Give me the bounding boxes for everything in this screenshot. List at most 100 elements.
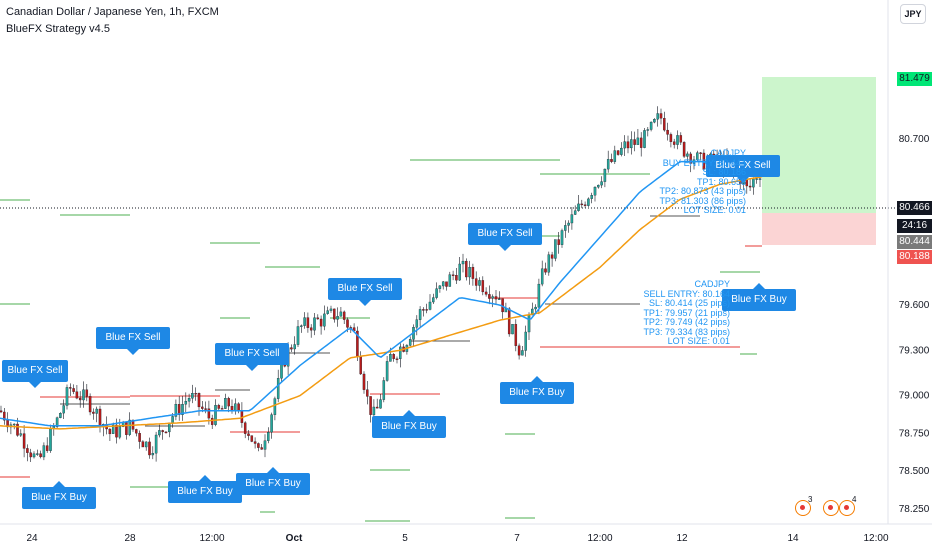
candle-down <box>465 260 468 278</box>
candle-down <box>164 431 168 434</box>
candle-up <box>42 445 46 458</box>
candle-up <box>432 297 435 303</box>
ema-fast-line <box>0 160 763 427</box>
candle-down <box>689 153 692 164</box>
candle-up <box>461 260 465 265</box>
candle-up <box>111 424 115 434</box>
candle-up <box>415 319 419 328</box>
candle-up <box>171 416 174 424</box>
candle-down <box>237 403 240 411</box>
event-icon[interactable]: 4 <box>839 495 856 516</box>
candle-up <box>527 314 531 333</box>
candle-down <box>488 294 491 299</box>
event-icon[interactable]: 3 <box>795 495 812 516</box>
candle-up <box>385 361 389 381</box>
candle-up <box>95 408 98 414</box>
candle-down <box>484 291 488 295</box>
candle-down <box>659 113 663 119</box>
candle-down <box>507 308 511 335</box>
time-tick: 12 <box>676 533 688 544</box>
candle-up <box>531 308 534 316</box>
candle-down <box>666 129 669 135</box>
candle-up <box>540 268 544 285</box>
countdown-label: 24:16 <box>897 219 932 233</box>
candle-up <box>273 398 277 415</box>
candle-down <box>240 410 244 423</box>
candle-down <box>679 135 683 143</box>
signal-sell-6[interactable]: Blue FX Sell <box>706 155 780 183</box>
candle-down <box>342 311 346 320</box>
signal-buy-4[interactable]: Blue FX Buy <box>372 410 446 438</box>
stop-price-label: 80.188 <box>897 250 932 264</box>
candle-down <box>663 118 666 131</box>
signal-sell-4[interactable]: Blue FX Sell <box>328 278 402 306</box>
candle-up <box>636 137 640 145</box>
candle-down <box>639 137 643 148</box>
candle-down <box>669 134 673 142</box>
candle-up <box>336 316 339 320</box>
candle-up <box>82 389 85 401</box>
time-tick: 5 <box>402 533 408 544</box>
candle-up <box>623 141 626 149</box>
signal-sell-3[interactable]: Blue FX Sell <box>215 343 289 371</box>
candle-up <box>36 453 39 455</box>
price-tick: 78.750 <box>899 428 930 439</box>
candle-down <box>583 204 587 206</box>
candle-down <box>250 435 254 442</box>
candle-down <box>26 448 29 453</box>
candle-down <box>138 433 141 442</box>
signal-buy-1[interactable]: Blue FX Buy <box>22 481 96 509</box>
time-tick: 12:00 <box>863 533 889 544</box>
buy-trade-info: CADJPY BUY ENTRY: 80.444 SL: 80.186 TP1: 80… <box>659 148 746 215</box>
candle-up <box>49 428 52 451</box>
candle-down <box>6 420 9 428</box>
candle-down <box>366 389 369 397</box>
currency-button[interactable]: JPY <box>900 4 926 24</box>
candle-up <box>12 423 16 426</box>
candle-down <box>316 317 320 320</box>
canada-flag-icon[interactable] <box>823 500 839 516</box>
candle-up <box>577 203 580 211</box>
signal-buy-5[interactable]: Blue FX Buy <box>500 376 574 404</box>
candle-up <box>606 159 610 170</box>
candle-up <box>649 121 653 130</box>
candle-up <box>560 230 564 245</box>
candle-down <box>75 391 79 399</box>
candle-down <box>319 318 323 327</box>
candle-down <box>333 308 336 320</box>
candle-down <box>39 453 42 458</box>
candle-up <box>379 399 382 409</box>
candle-down <box>85 389 89 397</box>
candle-up <box>590 195 593 199</box>
candle-up <box>613 150 617 162</box>
candle-up <box>276 378 280 399</box>
candle-down <box>455 275 458 281</box>
candle-down <box>557 239 560 245</box>
candle-up <box>597 184 600 188</box>
candle-up <box>438 285 442 289</box>
candle-up <box>372 406 376 416</box>
candle-down <box>517 345 521 356</box>
signal-sell-1[interactable]: Blue FX Sell <box>2 360 68 388</box>
candle-up <box>603 168 607 182</box>
candle-up <box>441 281 445 287</box>
candle-up <box>144 441 148 448</box>
candle-down <box>445 281 448 287</box>
signal-buy-3[interactable]: Blue FX Buy <box>236 467 310 495</box>
candle-up <box>524 331 527 351</box>
candle-down <box>243 422 247 434</box>
candle-up <box>389 354 392 362</box>
candle-up <box>686 153 689 157</box>
candle-up <box>587 198 590 206</box>
signal-sell-5[interactable]: Blue FX Sell <box>468 223 542 251</box>
candle-up <box>564 225 567 231</box>
candle-down <box>672 141 676 145</box>
signal-buy-6[interactable]: Blue FX Buy <box>722 283 796 311</box>
candle-up <box>382 380 386 400</box>
signal-sell-2[interactable]: Blue FX Sell <box>96 327 170 355</box>
candle-down <box>422 309 425 311</box>
candle-up <box>296 326 300 345</box>
time-tick: 12:00 <box>587 533 613 544</box>
signal-buy-2[interactable]: Blue FX Buy <box>168 475 242 503</box>
